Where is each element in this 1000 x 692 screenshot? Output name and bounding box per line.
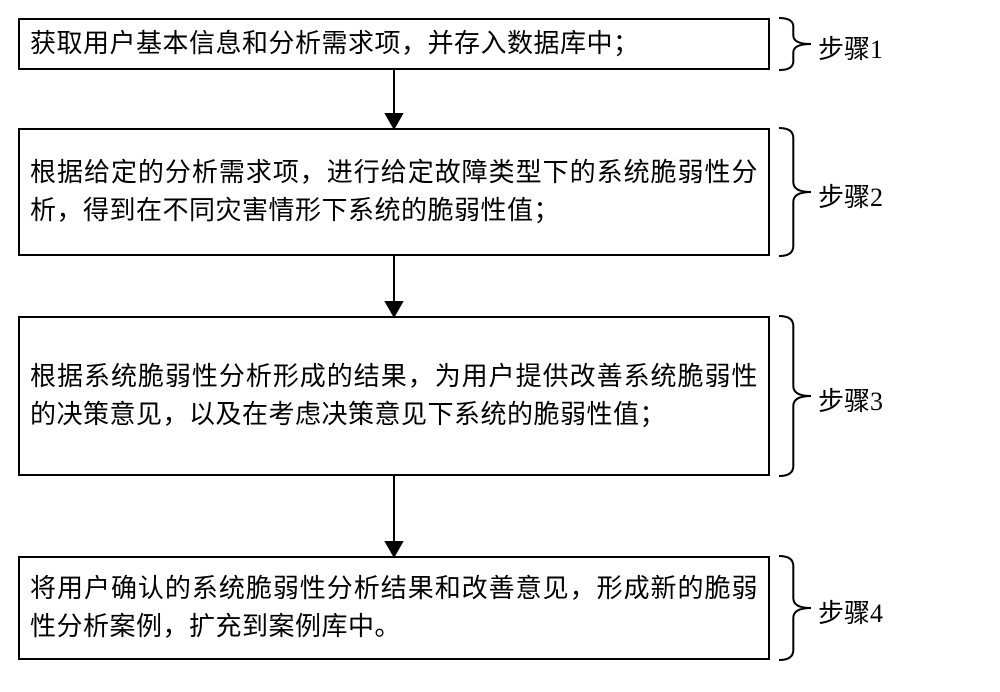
arrow-3-to-4 (384, 476, 404, 558)
step-text-4: 将用户确认的系统脆弱性分析结果和改善意见，形成新的脆弱性分析案例，扩充到案例库中… (30, 570, 758, 645)
step-box-3: 根据系统脆弱性分析形成的结果，为用户提供改善系统脆弱性的决策意见，以及在考虑决策… (18, 316, 770, 476)
step-text-1: 获取用户基本信息和分析需求项，并存入数据库中； (30, 25, 640, 63)
arrow-2-to-3 (384, 256, 404, 318)
step-label-3: 步骤3 (818, 381, 883, 418)
brace-4 (778, 554, 814, 662)
step-box-4: 将用户确认的系统脆弱性分析结果和改善意见，形成新的脆弱性分析案例，扩充到案例库中… (18, 556, 770, 660)
step-box-1: 获取用户基本信息和分析需求项，并存入数据库中； (18, 18, 770, 70)
arrow-1-to-2 (384, 70, 404, 130)
step-label-4: 步骤4 (818, 593, 883, 630)
step-label-1: 步骤1 (818, 29, 883, 66)
step-text-3: 根据系统脆弱性分析形成的结果，为用户提供改善系统脆弱性的决策意见，以及在考虑决策… (30, 358, 758, 433)
step-text-2: 根据给定的分析需求项，进行给定故障类型下的系统脆弱性分析，得到在不同灾害情形下系… (30, 154, 758, 229)
brace-2 (778, 126, 814, 258)
step-box-2: 根据给定的分析需求项，进行给定故障类型下的系统脆弱性分析，得到在不同灾害情形下系… (18, 128, 770, 256)
brace-3 (778, 314, 814, 478)
step-label-2: 步骤2 (818, 177, 883, 214)
brace-1 (778, 16, 814, 72)
flowchart-canvas: 获取用户基本信息和分析需求项，并存入数据库中； 步骤1 根据给定的分析需求项，进行给… (0, 0, 1000, 692)
